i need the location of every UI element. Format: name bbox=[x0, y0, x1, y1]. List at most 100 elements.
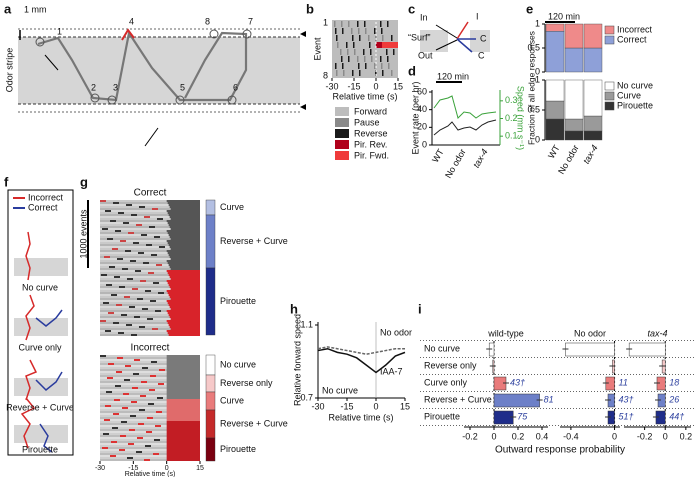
y-tick-label: 1.1 bbox=[300, 319, 313, 329]
heat-row bbox=[141, 234, 147, 236]
heat-row bbox=[117, 357, 123, 359]
legend-swatch bbox=[335, 140, 349, 149]
y-tick-label: 8 bbox=[323, 70, 328, 80]
raster-tick bbox=[386, 49, 388, 55]
heat-row bbox=[168, 304, 200, 306]
heat-row bbox=[166, 425, 200, 427]
heat-row bbox=[166, 405, 200, 407]
group-label: Reverse only bbox=[220, 378, 273, 388]
heat-row bbox=[166, 330, 200, 332]
heat-row bbox=[141, 381, 147, 383]
heat-row bbox=[100, 298, 200, 300]
heat-row bbox=[168, 334, 200, 336]
raster-tick bbox=[348, 21, 350, 27]
heat-row bbox=[112, 427, 118, 429]
heat-row bbox=[138, 252, 144, 254]
heat-row bbox=[100, 449, 200, 451]
heat-row bbox=[115, 385, 121, 387]
raster-tick bbox=[368, 35, 370, 41]
heat-row bbox=[166, 385, 200, 387]
heat-row bbox=[166, 409, 200, 411]
heat-row bbox=[151, 361, 157, 363]
heat-row bbox=[121, 314, 127, 316]
stacked-bar bbox=[583, 130, 603, 141]
y2-tick-label: 0.1 bbox=[505, 131, 518, 141]
heat-row bbox=[150, 375, 156, 377]
heat-row bbox=[100, 397, 200, 399]
heat-row bbox=[100, 383, 200, 385]
group-label: Curve bbox=[220, 395, 244, 405]
heat-row bbox=[168, 224, 200, 226]
value-label: 51† bbox=[619, 411, 634, 421]
heat-row bbox=[146, 244, 152, 246]
raster-tick bbox=[369, 42, 371, 48]
shape bbox=[7, 189, 74, 456]
shape bbox=[20, 397, 36, 449]
heat-row bbox=[100, 210, 200, 212]
heat-row bbox=[110, 220, 116, 222]
group-bar bbox=[205, 391, 216, 411]
heat-row bbox=[122, 268, 128, 270]
shape bbox=[470, 30, 490, 52]
y-tick-label: 0 bbox=[535, 66, 540, 76]
shape bbox=[35, 37, 45, 47]
heat-row bbox=[100, 234, 200, 236]
y2-tick-label: 0.2 bbox=[505, 113, 518, 123]
heat-row bbox=[166, 407, 200, 409]
stacked-bar bbox=[583, 47, 603, 73]
heat-row bbox=[153, 282, 159, 284]
x-tick-label: -30 bbox=[95, 465, 105, 472]
heat-row bbox=[148, 272, 154, 274]
heatmap-title: Incorrect bbox=[131, 343, 170, 354]
heat-row bbox=[100, 310, 200, 312]
heat-row bbox=[166, 367, 200, 369]
heat-row bbox=[166, 391, 200, 393]
stacked-bar bbox=[564, 79, 584, 120]
row-label: Reverse only bbox=[424, 360, 477, 370]
heat-row bbox=[100, 433, 200, 435]
row-label: Curve only bbox=[18, 342, 62, 352]
y-tick-label: 20 bbox=[417, 122, 427, 132]
heat-row bbox=[114, 399, 120, 401]
heat-row bbox=[159, 246, 165, 248]
legend-label: Forward bbox=[354, 106, 387, 116]
raster-tick bbox=[374, 28, 376, 34]
heat-row bbox=[100, 312, 200, 314]
heat-row bbox=[100, 208, 200, 210]
series-label: No odor bbox=[380, 327, 412, 337]
heat-row bbox=[117, 258, 123, 260]
heat-row bbox=[167, 262, 200, 264]
heat-row bbox=[166, 397, 200, 399]
heat-row bbox=[166, 379, 200, 381]
shape bbox=[100, 200, 200, 461]
heat-row bbox=[100, 407, 200, 409]
heat-row bbox=[166, 393, 200, 395]
y-axis-label: Fraction of all edge responses bbox=[526, 31, 536, 145]
legend-label: Incorrect bbox=[28, 192, 64, 202]
heat-row bbox=[149, 226, 155, 228]
group-bar bbox=[205, 437, 216, 462]
heat-row bbox=[126, 324, 132, 326]
value-label: 43† bbox=[510, 377, 525, 387]
heat-row bbox=[100, 355, 106, 357]
heat-row bbox=[100, 441, 200, 443]
heat-row bbox=[169, 236, 200, 238]
row-label: No curve bbox=[22, 282, 58, 292]
shape bbox=[35, 309, 63, 327]
heat-row bbox=[106, 391, 112, 393]
heat-row bbox=[167, 292, 200, 294]
y2-axis-label: Speed (mm s⁻¹) bbox=[516, 86, 526, 150]
shape bbox=[433, 95, 497, 119]
y-axis-label: Event rate (per hr) bbox=[410, 81, 420, 154]
stacked-bar bbox=[545, 23, 565, 32]
heat-row bbox=[116, 371, 122, 373]
heat-row bbox=[100, 200, 200, 202]
x-tick-label: 0 bbox=[165, 465, 169, 472]
x-tick-label: -15 bbox=[340, 401, 353, 411]
diagram-label: I bbox=[476, 11, 479, 21]
heat-row bbox=[153, 453, 159, 455]
heat-row bbox=[154, 439, 160, 441]
heat-row bbox=[100, 427, 200, 429]
heat-row bbox=[167, 332, 200, 334]
scale-label: 1000 events bbox=[78, 209, 88, 259]
